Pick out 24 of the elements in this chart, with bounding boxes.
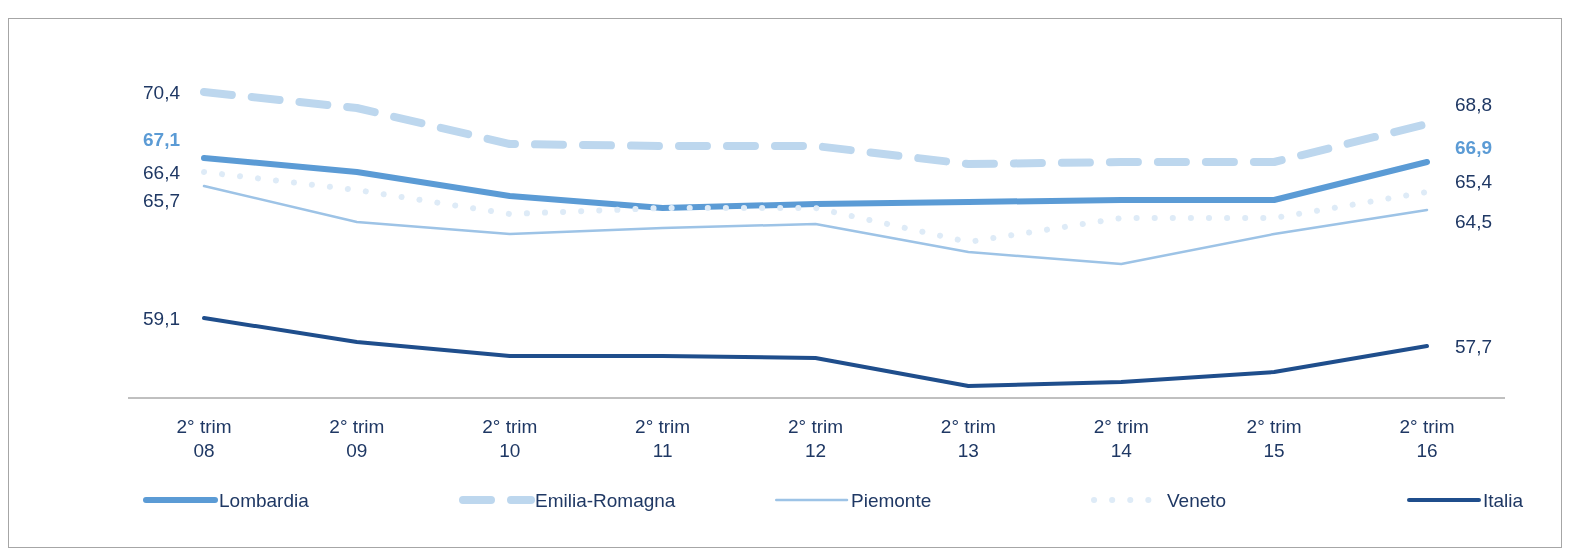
x-tick-label: 2° trim 14 — [1093, 416, 1149, 461]
x-tick-label: 2° trim 15 — [1246, 416, 1302, 461]
data-label: 65,4 — [1455, 170, 1493, 192]
legend-label: Emilia-Romagna — [535, 489, 676, 511]
data-label: 64,5 — [1455, 210, 1492, 232]
data-label: 67,1 — [143, 128, 181, 150]
x-tick-label: 2° trim 13 — [940, 416, 996, 461]
x-tick-label: 2° trim 10 — [482, 416, 538, 461]
legend-label: Lombardia — [219, 489, 310, 511]
legend-label: Veneto — [1167, 489, 1227, 511]
legend-label: Italia — [1483, 489, 1524, 511]
legend-label: Piemonte — [851, 489, 932, 511]
x-tick-label: 2° trim 09 — [329, 416, 385, 461]
data-label: 57,7 — [1455, 335, 1492, 357]
data-label: 59,1 — [143, 307, 180, 329]
x-tick-label: 2° trim 16 — [1399, 416, 1455, 461]
data-label: 66,4 — [143, 161, 181, 183]
x-tick-label: 2° trim 11 — [635, 416, 691, 461]
data-label: 66,9 — [1455, 136, 1492, 158]
x-tick-label: 2° trim 08 — [176, 416, 232, 461]
data-label: 65,7 — [143, 189, 180, 211]
x-tick-label: 2° trim 12 — [787, 416, 844, 461]
data-label: 70,4 — [143, 81, 181, 103]
data-label: 68,8 — [1455, 93, 1492, 115]
